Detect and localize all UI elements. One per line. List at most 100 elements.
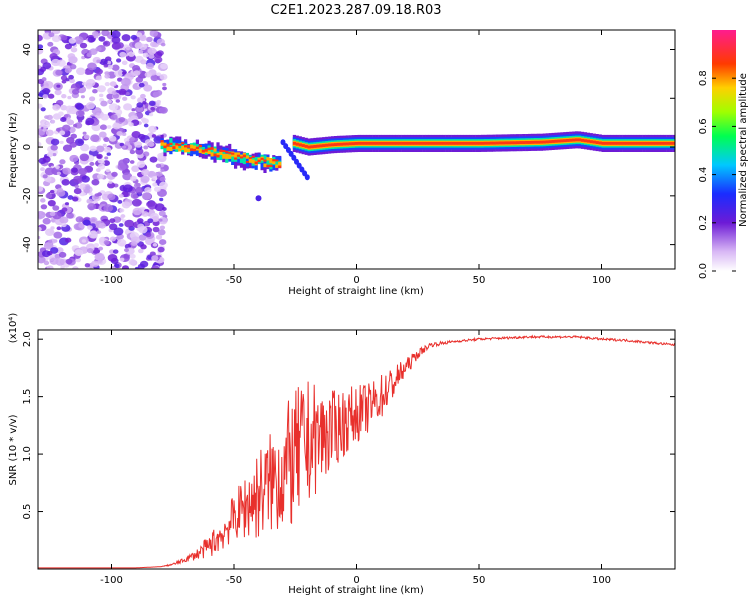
heatmap-cell: [119, 142, 125, 147]
x-tick-label: 0: [353, 275, 359, 286]
heatmap-ridge-cell: [328, 143, 332, 147]
heatmap-ridge-cell: [563, 139, 567, 143]
heatmap-ridge-cell: [572, 138, 576, 142]
heatmap-ridge-cell: [210, 147, 214, 150]
heatmap-cell: [38, 211, 46, 219]
heatmap-ridge-cell: [401, 141, 405, 145]
heatmap-ridge-cell: [195, 146, 199, 150]
heatmap-cell: [78, 168, 88, 176]
spectrogram-y-ticks: -40 -20 0 20 40: [22, 43, 675, 253]
heatmap-ridge-cell: [351, 142, 355, 146]
heatmap-cell: [40, 204, 48, 210]
heatmap-ridge-cell: [272, 161, 276, 171]
heatmap-ridge-cell: [386, 141, 391, 145]
heatmap-ridge-cell: [663, 141, 667, 145]
heatmap-cell: [55, 127, 61, 132]
colorbar-label: Normalized spectral amplitude: [738, 73, 749, 227]
heatmap-ridge-cell: [436, 141, 441, 145]
heatmap-cell: [125, 46, 131, 51]
heatmap-cell: [107, 99, 112, 104]
heatmap-ridge-cell: [539, 140, 543, 144]
heatmap-ridge-cell: [198, 148, 202, 153]
heatmap-cell: [104, 156, 109, 160]
heatmap-cell: [143, 84, 153, 92]
colorbar-tick-label: 0.4: [698, 167, 709, 183]
heatmap-cell: [41, 250, 51, 258]
heatmap-cell: [76, 67, 86, 76]
heatmap-ridge-cell: [569, 138, 573, 142]
snr-panel: -100 -50 0 50 100 0.5 1.0 1.5 2.0 Height of str…: [8, 313, 676, 596]
heatmap-cell: [82, 131, 87, 135]
heatmap-cell: [41, 77, 47, 82]
heatmap-cell: [150, 74, 159, 82]
heatmap-cell: [147, 218, 154, 224]
heatmap-cell: [133, 70, 141, 76]
heatmap-ridge-cell: [578, 138, 582, 142]
heatmap-ridge-cell: [236, 154, 241, 157]
heatmap-ridge-cell: [178, 143, 182, 152]
heatmap-cell: [91, 260, 100, 267]
heatmap-cell: [135, 76, 144, 83]
heatmap-cell: [86, 248, 94, 254]
heatmap-ridge-cell: [236, 152, 241, 157]
colorbar-gradient: [712, 30, 736, 271]
heatmap-cell: [149, 30, 159, 37]
heatmap-ridge-cell: [222, 150, 226, 153]
heatmap-cell: [112, 249, 119, 254]
heatmap-cell: [98, 246, 104, 251]
heatmap-cell: [99, 124, 108, 131]
heatmap-cell: [154, 56, 163, 63]
heatmap-ridge-cell: [275, 159, 279, 162]
heatmap-cell: [42, 156, 51, 163]
heatmap-cell: [143, 145, 149, 150]
heatmap-cell: [48, 32, 55, 38]
heatmap-ridge-cell: [516, 141, 520, 145]
heatmap-ridge-cell: [642, 141, 646, 145]
heatmap-cell: [55, 69, 63, 76]
heatmap-cell: [122, 172, 133, 181]
colorbar-tick-label: 0.0: [698, 263, 709, 279]
heatmap-cell: [153, 136, 163, 144]
heatmap-ridge-cell: [519, 141, 523, 144]
colorbar: 0.0 0.2 0.4 0.6 0.8 Normalized spectral ampl…: [698, 30, 749, 279]
heatmap-cell: [112, 122, 121, 130]
heatmap-cell: [43, 242, 54, 250]
heatmap-cell: [81, 239, 87, 243]
heatmap-ridge-cell: [260, 157, 264, 160]
heatmap-cell: [121, 132, 127, 136]
snr-y-label: SNR (10 * v/v): [8, 414, 19, 485]
heatmap-ridge-cell: [269, 158, 273, 164]
heatmap-ridge-cell: [239, 154, 244, 158]
heatmap-cell: [73, 188, 82, 195]
heatmap-cell: [130, 34, 138, 40]
heatmap-cell: [141, 211, 149, 217]
heatmap-ridge-cell: [654, 141, 658, 145]
heatmap-ridge-cell: [234, 152, 238, 158]
heatmap-cell: [47, 41, 54, 47]
heatmap-cell: [82, 219, 91, 226]
heatmap-cell: [90, 134, 100, 143]
heatmap-cell: [160, 42, 166, 47]
heatmap-ridge-cell: [598, 141, 602, 145]
heatmap-cell: [131, 198, 142, 207]
colorbar-tick-label: 0.8: [698, 70, 709, 86]
heatmap-ridge-cell: [263, 159, 267, 162]
heatmap-cell: [137, 218, 144, 224]
heatmap-cell: [46, 152, 54, 158]
heatmap-cell: [98, 36, 106, 42]
heatmap-ridge-cell: [278, 161, 282, 167]
heatmap-cell: [67, 195, 74, 200]
heatmap-ridge-cell: [245, 155, 249, 159]
heatmap-cell: [68, 37, 76, 44]
heatmap-ridge-cell: [416, 141, 420, 145]
heatmap-cell: [95, 168, 101, 173]
heatmap-cell: [85, 117, 95, 126]
heatmap-cell: [38, 103, 43, 109]
heatmap-ridge-cell: [630, 141, 635, 145]
heatmap-ridge-cell: [163, 145, 167, 149]
heatmap-cell: [157, 246, 165, 253]
heatmap-ridge-cell: [169, 146, 173, 151]
heatmap-cell: [72, 196, 79, 202]
heatmap-cell: [128, 258, 137, 266]
heatmap-ridge-cell: [166, 146, 170, 151]
